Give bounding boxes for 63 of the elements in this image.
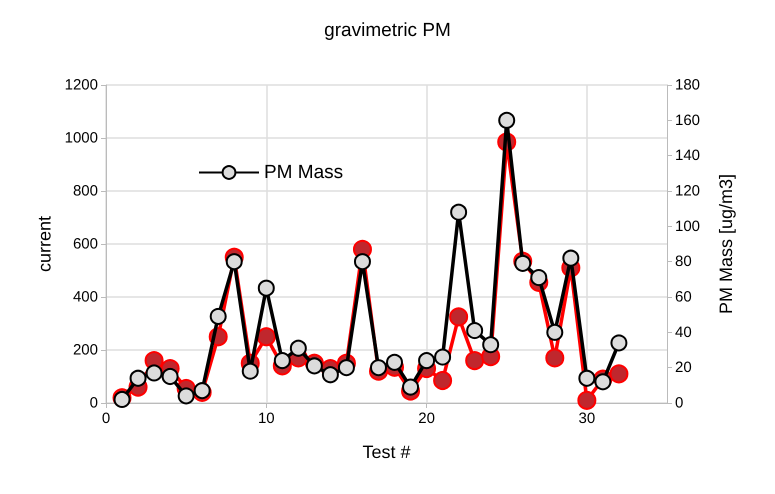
point <box>433 370 452 390</box>
y2-tick-label: 80 <box>675 253 692 270</box>
point <box>498 112 516 129</box>
y2-tick-label: 40 <box>675 324 692 341</box>
point <box>256 327 276 346</box>
chart-title: gravimetric PM <box>324 20 451 41</box>
point <box>146 364 163 382</box>
point <box>449 307 468 326</box>
y2-axis-title: PM Mass [ug/m3] <box>716 174 736 314</box>
y2-tick-label: 180 <box>675 76 700 94</box>
y-tick-label: 0 <box>90 394 98 412</box>
point <box>306 357 323 374</box>
point <box>226 253 243 270</box>
point <box>546 324 564 341</box>
point <box>370 359 387 376</box>
y-tick-label: 800 <box>72 182 98 200</box>
point <box>594 373 612 390</box>
point <box>577 390 596 410</box>
point <box>434 348 452 366</box>
y-tick-label: 400 <box>72 288 98 306</box>
x-tick-label: 10 <box>258 410 275 427</box>
y-tick-label: 200 <box>72 342 98 358</box>
point <box>130 370 147 387</box>
y2-tick-label: 20 <box>675 359 692 376</box>
y2-tick-label: 160 <box>675 112 700 129</box>
point <box>386 354 404 371</box>
point <box>610 334 628 352</box>
y2-tick-label: 0 <box>675 394 684 412</box>
point <box>178 387 195 404</box>
y2-tick-label: 100 <box>675 218 700 235</box>
point <box>562 250 580 267</box>
point <box>418 352 436 370</box>
point <box>609 364 628 384</box>
point <box>402 378 420 396</box>
point <box>322 366 339 384</box>
y-tick-label: 600 <box>72 236 98 252</box>
y2-tick-label: 140 <box>675 147 700 164</box>
x-tick-label: 20 <box>418 410 435 427</box>
y-tick-label: 1200 <box>64 76 98 94</box>
point <box>465 351 484 370</box>
point <box>530 269 548 286</box>
legend-label: PM Mass <box>264 162 344 183</box>
x-tick-label: 30 <box>578 410 596 427</box>
point <box>578 370 596 387</box>
point <box>210 308 227 325</box>
point <box>290 340 307 357</box>
point <box>242 362 259 380</box>
point <box>354 253 371 270</box>
point <box>274 352 291 370</box>
y2-tick-label: 120 <box>675 182 700 200</box>
y2-tick-label: 60 <box>675 288 692 306</box>
point <box>545 348 564 368</box>
point <box>162 368 179 385</box>
point <box>466 322 484 340</box>
point <box>482 336 500 354</box>
y-axis-title: current <box>34 216 55 272</box>
x-axis-title: Test # <box>362 442 411 462</box>
x-tick-label: 0 <box>102 410 110 427</box>
point <box>338 359 355 376</box>
point <box>258 280 275 297</box>
point <box>514 254 532 272</box>
y-tick-label: 1000 <box>64 130 98 146</box>
point <box>450 204 468 221</box>
